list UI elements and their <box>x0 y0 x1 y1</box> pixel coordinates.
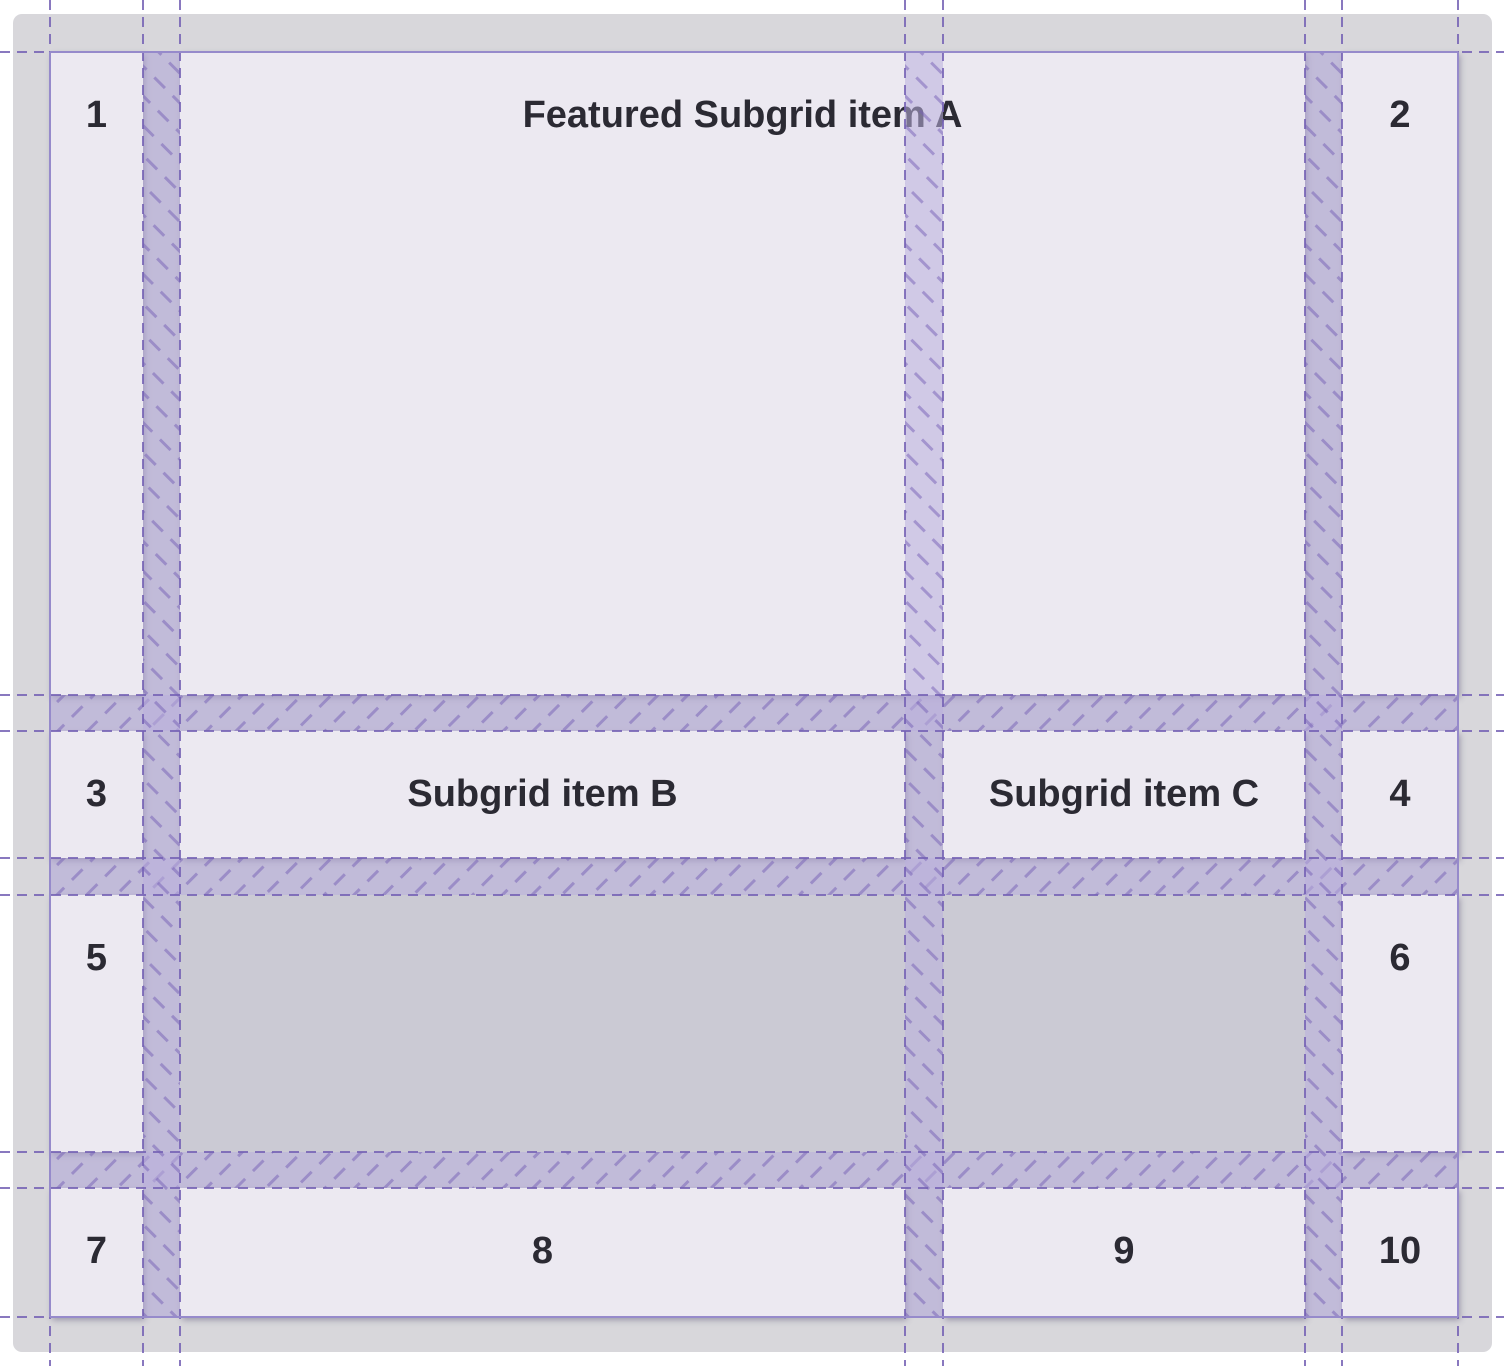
column-gap-hatch <box>1305 52 1342 1317</box>
grid-line-dashed-vertical <box>1341 0 1343 1366</box>
grid-item-label: 6 <box>1389 937 1411 979</box>
grid-item-label: 1 <box>85 94 108 136</box>
grid-item-subgrid-b: Subgrid item B <box>180 731 905 858</box>
grid-item-label: 7 <box>85 1230 108 1272</box>
grid-line-dashed-horizontal <box>0 1151 1504 1153</box>
grid-item-4: 4 <box>1342 731 1458 858</box>
row-gap-hatch <box>50 858 1458 895</box>
grid-item-10: 10 <box>1342 1188 1458 1317</box>
row-gap-hatch <box>50 1152 1458 1188</box>
grid-item-label: 3 <box>85 773 108 815</box>
column-gap-hatch <box>143 52 180 1317</box>
grid-item-6: 6 <box>1342 895 1458 1152</box>
grid-item-3: 3 <box>50 731 143 858</box>
grid-item-2: 2 <box>1342 52 1458 695</box>
grid-line-dashed-vertical <box>179 0 181 1366</box>
grid-item-label: 8 <box>531 1230 554 1272</box>
grid-border-bottom <box>50 1316 1458 1318</box>
grid-border-left <box>49 52 51 1317</box>
grid-line-dashed-horizontal <box>0 694 1504 696</box>
grid-border-right <box>1457 52 1459 1317</box>
grid-item-label: Subgrid item B <box>407 773 678 815</box>
column-gap-hatch <box>905 52 943 1317</box>
grid-item-label: 2 <box>1389 94 1411 136</box>
grid-item-label: 9 <box>1113 1230 1135 1272</box>
grid-item-subgrid-c: Subgrid item C <box>943 731 1305 858</box>
grid-line-dashed-vertical <box>904 0 906 1366</box>
grid-item-5: 5 <box>50 895 143 1152</box>
grid-line-dashed-vertical <box>1304 0 1306 1366</box>
grid-item-label: Featured Subgrid item A <box>522 94 963 136</box>
row-gap-hatch <box>50 695 1458 731</box>
grid-item-1: 1 <box>50 52 143 695</box>
grid-item-7: 7 <box>50 1188 143 1317</box>
grid-line-dashed-vertical <box>142 0 144 1366</box>
grid-item-8: 8 <box>180 1188 905 1317</box>
grid-line-dashed-horizontal <box>0 1187 1504 1189</box>
grid-border-top <box>50 51 1458 53</box>
grid-line-dashed-horizontal <box>0 894 1504 896</box>
grid-line-dashed-vertical <box>942 0 944 1366</box>
grid-item-label: 10 <box>1378 1230 1422 1272</box>
grid-line-dashed-horizontal <box>0 730 1504 732</box>
grid-item-9: 9 <box>943 1188 1305 1317</box>
grid-item-label: 4 <box>1389 773 1411 815</box>
grid-line-dashed-horizontal <box>0 857 1504 859</box>
grid-item-featured-a: Featured Subgrid item A <box>180 52 1305 695</box>
grid-item-label: Subgrid item C <box>988 773 1260 815</box>
grid-item-label: 5 <box>85 937 108 979</box>
